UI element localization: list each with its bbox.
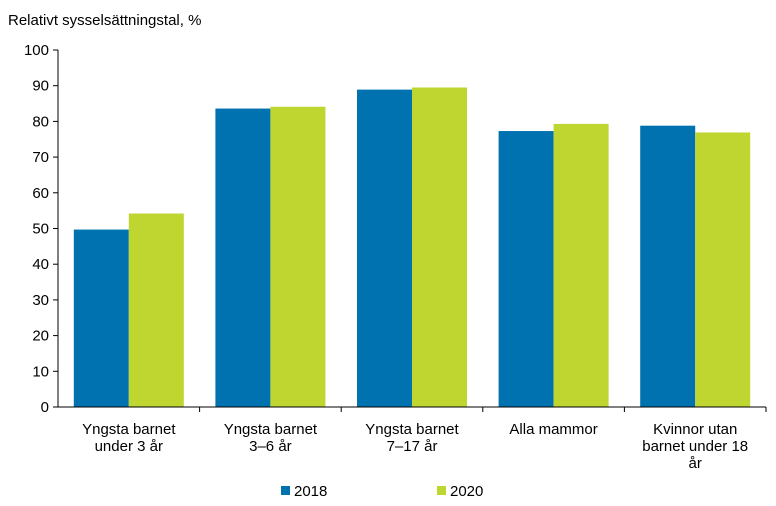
x-tick-label: 3–6 år (249, 438, 292, 455)
y-tick-label: 20 (32, 328, 49, 345)
chart-title: Relativt sysselsättningstal, % (8, 12, 201, 29)
bar-2020 (695, 132, 751, 408)
x-tick-label: under 3 år (95, 438, 163, 455)
y-tick-label: 80 (32, 113, 49, 130)
legend-swatch-2018 (281, 486, 290, 495)
bar-2020 (270, 106, 326, 407)
y-tick-label: 70 (32, 149, 49, 166)
y-axis: 0 10 20 30 40 50 60 70 80 90 100 (24, 42, 59, 416)
x-tick-label: Yngsta barnet (82, 421, 176, 438)
x-tick-label: Alla mammor (509, 421, 597, 438)
legend-label-2018: 2018 (294, 483, 327, 500)
y-tick-label: 50 (32, 221, 49, 238)
bar-2020 (553, 123, 609, 408)
bars (73, 87, 751, 408)
y-tick-label: 30 (32, 292, 49, 309)
bar-2020 (128, 213, 184, 407)
x-tick-label: 7–17 år (387, 438, 438, 455)
y-tick-label: 60 (32, 185, 49, 202)
bar-2018 (498, 131, 554, 407)
x-tick-label: Yngsta barnet (365, 421, 459, 438)
legend-label-2020: 2020 (450, 483, 483, 500)
y-tick-label: 0 (41, 399, 49, 416)
y-tick-label: 90 (32, 78, 49, 95)
x-tick-label: Yngsta barnet (224, 421, 318, 438)
x-tick-label: Kvinnor utan (653, 421, 737, 438)
legend-swatch-2020 (437, 486, 446, 495)
y-tick-label: 40 (32, 256, 49, 273)
legend: 2018 2020 (281, 483, 483, 500)
bar-2018 (357, 89, 412, 407)
x-tick-label: år (689, 455, 702, 472)
bar-2020 (412, 87, 467, 408)
y-tick-label: 100 (24, 42, 49, 59)
bar-2018 (640, 125, 696, 408)
y-tick-label: 10 (32, 363, 49, 380)
bar-2018 (73, 229, 129, 407)
x-tick-label: barnet under 18 (642, 438, 748, 455)
bar-2018 (215, 108, 271, 407)
